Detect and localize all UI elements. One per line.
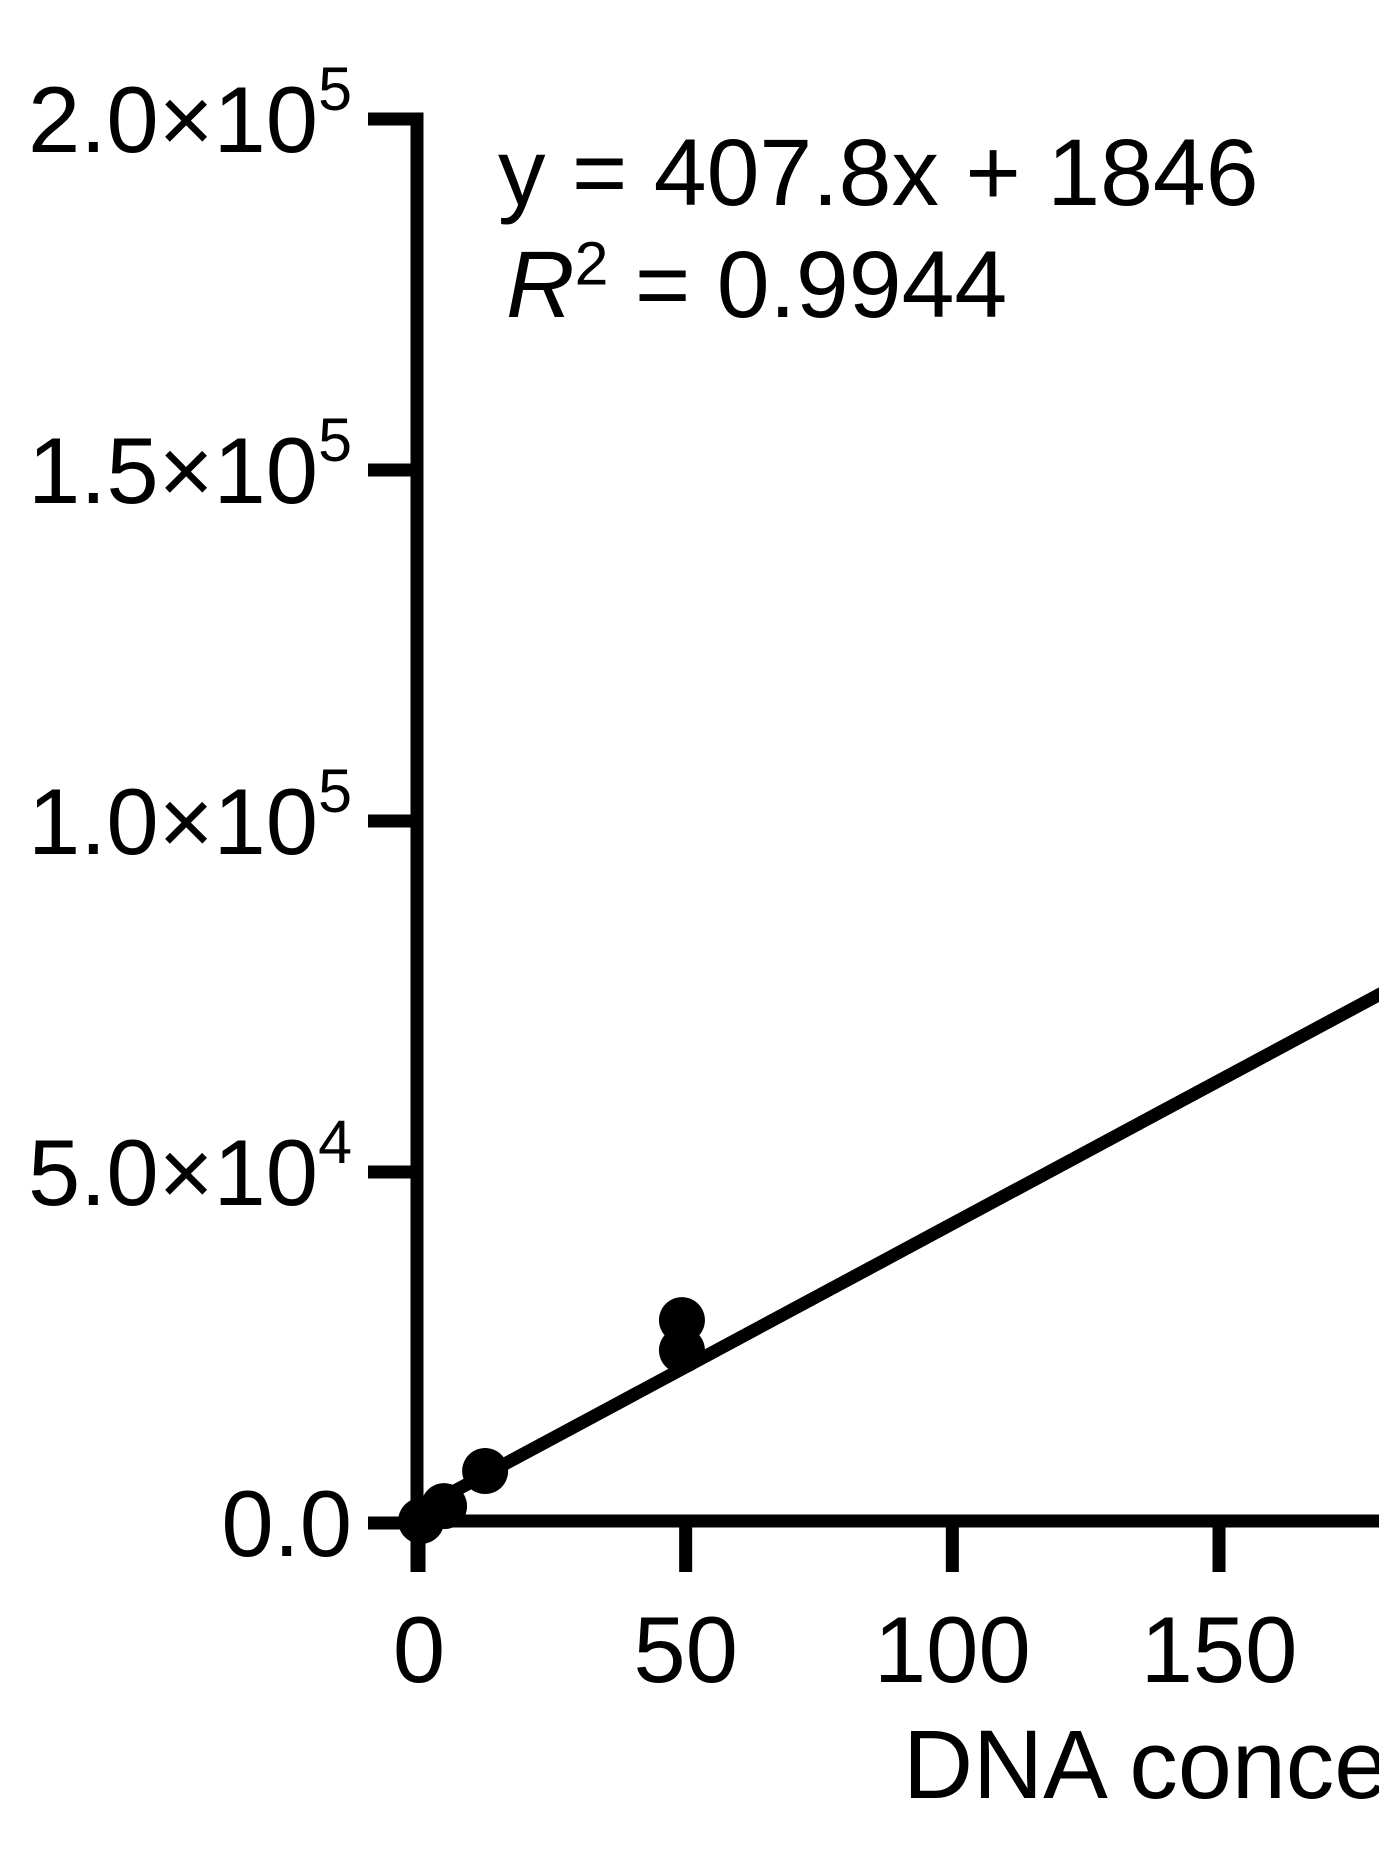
x-tick-label: 150 bbox=[1141, 1597, 1298, 1702]
data-point bbox=[658, 1297, 705, 1344]
r-squared-value: = 0.9944 bbox=[608, 232, 1008, 338]
y-tick-label: 2.0×105 bbox=[28, 55, 352, 172]
y-tick-label: 5.0×104 bbox=[28, 1108, 352, 1225]
y-tick-label: 1.0×105 bbox=[28, 757, 352, 874]
fit-equation-text: y = 407.8x + 1846 bbox=[498, 126, 1259, 221]
data-point bbox=[462, 1448, 509, 1495]
x-tick-label: 0 bbox=[393, 1597, 445, 1702]
r-squared-text: R2 = 0.9944 bbox=[506, 233, 1007, 333]
x-axis-label: DNA conce bbox=[903, 1710, 1379, 1819]
fit-equation-label: y = 407.8x + 1846 bbox=[498, 120, 1259, 226]
x-tick-label: 100 bbox=[874, 1597, 1031, 1702]
x-tick-label: 50 bbox=[633, 1597, 738, 1702]
y-tick-label: 0.0 bbox=[221, 1471, 352, 1576]
r-squared-base: R bbox=[506, 232, 575, 338]
r-squared-exponent: 2 bbox=[574, 229, 609, 298]
fit-line bbox=[415, 987, 1379, 1516]
y-tick-label: 1.5×105 bbox=[28, 406, 352, 523]
data-point bbox=[421, 1483, 468, 1530]
